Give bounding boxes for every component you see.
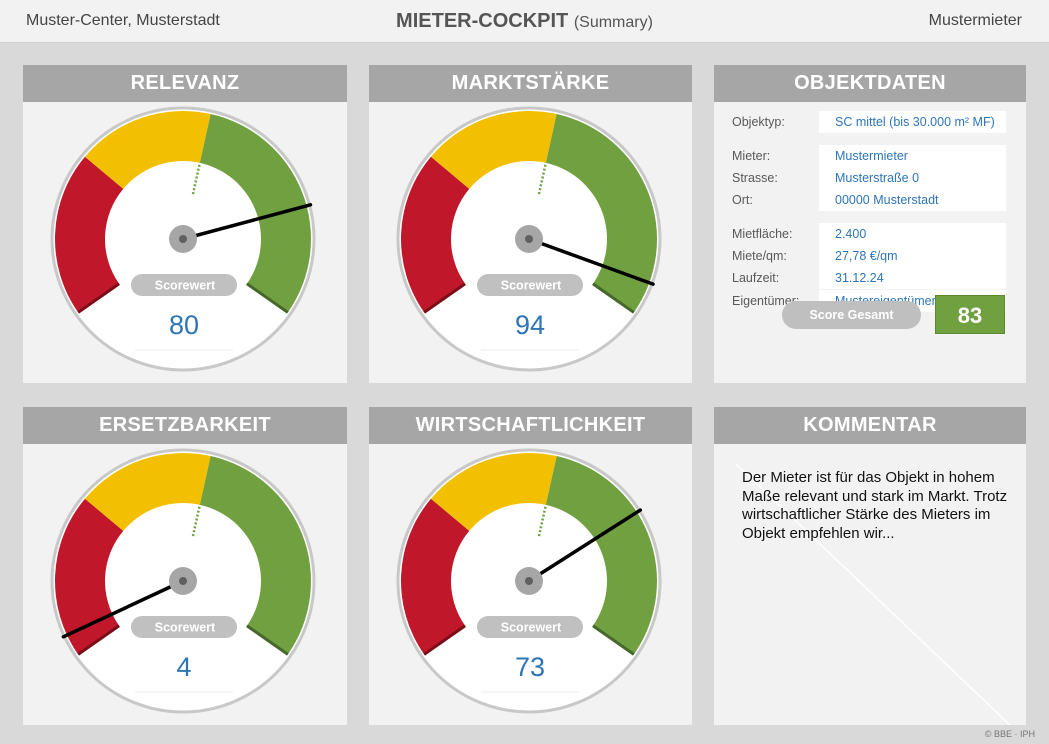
objektdaten-row: Laufzeit: 31.12.24 [714, 267, 1026, 289]
comment-field-decoration [735, 463, 1011, 725]
objektdaten-label: Mieter: [732, 149, 771, 163]
panel-title: MARKTSTÄRKE [369, 65, 692, 102]
gauge-needle [527, 508, 643, 583]
gauge-panel-relevanz: RELEVANZ Scorewert 80 [23, 65, 347, 383]
gauge-hub-center [525, 577, 533, 585]
gauge-score-value: 80 [169, 310, 199, 340]
objektdaten-label: Laufzeit: [732, 271, 780, 285]
gauge-band-yellow [84, 111, 211, 189]
gauge-edge-left [77, 624, 120, 656]
panel-title: RELEVANZ [23, 65, 347, 102]
objektdaten-row: Mietfläche: 2.400 [714, 223, 1026, 245]
objektdaten-label: Miete/qm: [732, 249, 787, 263]
gauge-hub-center [525, 235, 533, 243]
location-label: Muster-Center, Musterstadt [26, 12, 220, 29]
gauge-score-value: 94 [515, 310, 545, 340]
gauge-dial: Scorewert 73 [396, 448, 662, 714]
gauge-threshold-marker [537, 506, 547, 539]
gauge-band-red [401, 498, 470, 655]
panel-title: KOMMENTAR [714, 407, 1026, 444]
gauge-band-green [545, 114, 657, 313]
gauge-dial: Scorewert 94 [396, 106, 662, 372]
objektdaten-label: Mietfläche: [732, 227, 793, 241]
score-gesamt-button[interactable]: Score Gesamt [782, 301, 921, 329]
objektdaten-value: 00000 Musterstadt [819, 189, 1006, 211]
comment-textarea[interactable]: Der Mieter ist für das Objekt in hohem M… [742, 469, 1008, 542]
gauge-edge-left [423, 282, 466, 314]
scorewert-label: Scorewert [155, 621, 216, 635]
scorewert-button[interactable] [477, 274, 583, 296]
scorewert-button[interactable] [477, 616, 583, 638]
gauge-band-yellow [430, 453, 557, 531]
objektdaten-value: SC mittel (bis 30.000 m² MF) [819, 111, 1006, 133]
gauge-band-green [199, 456, 311, 655]
gauge-band-yellow [84, 453, 211, 531]
gauge-needle [527, 237, 655, 286]
gauge-panel-marktstaerke: MARKTSTÄRKE Scorewert 94 [369, 65, 692, 383]
gauge-panel-ersetzbarkeit: ERSETZBARKEIT Scorewert 4 [23, 407, 347, 725]
objektdaten-label: Objektyp: [732, 115, 785, 129]
gauge-needle [61, 579, 185, 639]
gauge-band-red [54, 156, 124, 313]
gauge-score-value: 73 [515, 652, 545, 682]
gauge-score-value: 4 [176, 652, 191, 682]
page-title-text: MIETER-COCKPIT [396, 10, 569, 32]
gauge-edge-right [246, 624, 289, 656]
scorewert-button[interactable] [131, 616, 237, 638]
gauge-edge-right [592, 624, 635, 656]
gauge-hub-center [179, 577, 187, 585]
gauge-threshold-marker [537, 164, 547, 197]
objektdaten-value: 27,78 €/qm [819, 245, 1006, 267]
gauge-edge-left [77, 282, 120, 314]
gauge-band-red [401, 156, 470, 313]
objektdaten-value: Musterstraße 0 [819, 167, 1006, 189]
gauge-band-green [545, 456, 657, 655]
scorewert-button[interactable] [131, 274, 237, 296]
scorewert-label: Scorewert [155, 279, 216, 293]
objektdaten-label: Eigentümer: [732, 294, 800, 308]
page-title: MIETER-COCKPIT (Summary) [0, 10, 1049, 33]
objektdaten-row: Ort: 00000 Musterstadt [714, 189, 1026, 211]
gauge-dial: Scorewert 80 [50, 106, 316, 372]
copyright: © BBE · IPH [984, 729, 1035, 739]
objektdaten-label: Strasse: [732, 171, 778, 185]
objektdaten-panel: OBJEKTDATEN Objektyp: SC mittel (bis 30.0… [714, 65, 1026, 383]
gauge-hub-center [179, 235, 187, 243]
panel-title: OBJEKTDATEN [714, 65, 1026, 102]
gauge-threshold-marker [191, 506, 201, 539]
objektdaten-value: 31.12.24 [819, 267, 1006, 289]
objektdaten-row: Strasse: Musterstraße 0 [714, 167, 1026, 189]
score-gesamt-value: 83 [935, 295, 1005, 334]
panel-title: ERSETZBARKEIT [23, 407, 347, 444]
tenant-label: Mustermieter [928, 12, 1022, 29]
gauge-edge-right [246, 282, 289, 314]
gauge-threshold-marker [191, 164, 201, 197]
panel-title: WIRTSCHAFTLICHKEIT [369, 407, 692, 444]
objektdaten-value: Mustermieter [819, 145, 1006, 167]
objektdaten-row: Miete/qm: 27,78 €/qm [714, 245, 1026, 267]
gauge-panel-wirtschaftlichkeit: WIRTSCHAFTLICHKEIT Scorewert 73 [369, 407, 692, 725]
gauge-band-green [199, 114, 311, 313]
page-subtitle: (Summary) [573, 14, 653, 31]
gauge-edge-left [423, 624, 466, 656]
scorewert-label: Scorewert [501, 279, 562, 293]
objektdaten-row: Mieter: Mustermieter [714, 145, 1026, 167]
gauge-needle [181, 203, 313, 241]
gauge-dial: Scorewert 4 [50, 448, 316, 714]
objektdaten-label: Ort: [732, 193, 753, 207]
objektdaten-value: 2.400 [819, 223, 1006, 245]
gauge-edge-right [592, 282, 635, 314]
gauge-band-yellow [430, 111, 557, 189]
objektdaten-row: Objektyp: SC mittel (bis 30.000 m² MF) [714, 111, 1026, 133]
scorewert-label: Scorewert [501, 621, 562, 635]
kommentar-panel: KOMMENTAR Der Mieter ist für das Objekt … [714, 407, 1026, 725]
top-bar: Muster-Center, Musterstadt MIETER-COCKPI… [0, 0, 1049, 43]
